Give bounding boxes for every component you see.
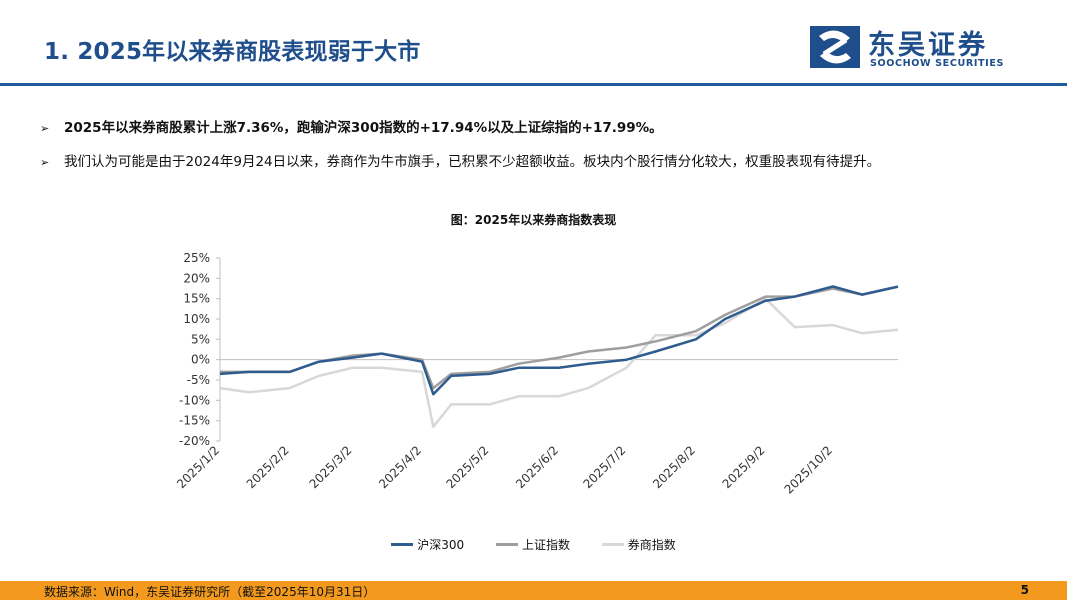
legend-label: 沪深300 (417, 538, 465, 552)
x-tick-label: 2025/8/2 (650, 443, 698, 491)
legend-label: 上证指数 (521, 538, 570, 552)
page-title: 1. 2025年以来券商股表现弱于大市 (44, 39, 421, 65)
series-line-1 (220, 285, 899, 390)
logo-cn-text: 东吴证券 (868, 30, 988, 61)
chart-title: 图：2025年以来券商指数表现 (450, 213, 617, 227)
legend-swatch (601, 543, 624, 546)
page-number: 5 (1020, 583, 1029, 597)
x-tick-label: 2025/6/2 (513, 443, 561, 491)
logo: 东吴证券 SOOCHOW SECURITIES (810, 24, 1010, 72)
x-tick-label: 2025/4/2 (376, 443, 424, 491)
legend-item-hs300: 沪深300 (391, 536, 464, 553)
series-line-2 (219, 297, 899, 429)
x-tick-label: 2025/1/2 (174, 443, 222, 491)
header-rule (0, 83, 1067, 86)
bullet-text-1: 2025年以来券商股累计上涨7.36%，跑输沪深300指数的+17.94%以及上… (64, 120, 663, 136)
x-tick-label: 2025/2/2 (244, 443, 292, 491)
bullet-text-2: 我们认为可能是由于2024年9月24日以来，券商作为牛市旗手，已积累不少超额收益… (64, 154, 881, 170)
logo-en-text: SOOCHOW SECURITIES (870, 58, 1004, 69)
y-tick-label: -5% (187, 373, 210, 387)
bullet-1: ➢ 2025年以来券商股累计上涨7.36%，跑输沪深300指数的+17.94%以及… (40, 116, 663, 136)
y-tick-label: 15% (183, 292, 210, 306)
arrow-bullet-icon: ➢ (40, 122, 50, 135)
arrow-bullet-icon: ➢ (40, 156, 50, 169)
line-chart: 25% 20% 15% 10% 5% 0% -5% -10% -15% -20% 2025/1/2… (174, 251, 899, 497)
x-tick-label: 2025/5/2 (444, 443, 492, 491)
series-line-0 (219, 285, 899, 396)
y-tick-label: 25% (183, 251, 210, 265)
y-tick-label: 5% (191, 332, 210, 346)
logo-mark-icon (810, 26, 860, 68)
y-tick-label: -10% (179, 393, 210, 407)
y-tick-label: 10% (183, 312, 210, 326)
legend: 沪深300 上证指数 券商指数 (0, 535, 1067, 553)
bullet-2: ➢ 我们认为可能是由于2024年9月24日以来，券商作为牛市旗手，已积累不少超额收… (40, 150, 880, 170)
series-lines (219, 285, 899, 429)
footer-source: 数据来源：Wind，东吴证券研究所（截至2025年10月31日） (44, 585, 376, 599)
y-tick-label: -20% (179, 434, 210, 448)
x-tick-label: 2025/10/2 (782, 443, 835, 496)
y-tick-label: 20% (183, 271, 210, 285)
y-tick-label: -15% (179, 414, 210, 428)
x-tick-label: 2025/9/2 (720, 443, 768, 491)
y-tick-label: 0% (191, 353, 210, 367)
x-tick-label: 2025/7/2 (580, 443, 628, 491)
footer-bar: 数据来源：Wind，东吴证券研究所（截至2025年10月31日） 5 (0, 581, 1067, 600)
x-axis: 2025/1/2 2025/2/2 2025/3/2 2025/4/2 2025/5/2… (174, 359, 898, 497)
legend-item-sse: 上证指数 (495, 536, 570, 553)
legend-item-broker: 券商指数 (601, 536, 676, 553)
legend-swatch (391, 543, 414, 546)
y-axis: 25% 20% 15% 10% 5% 0% -5% -10% -15% -20% (179, 251, 221, 448)
x-tick-label: 2025/3/2 (307, 443, 355, 491)
legend-swatch (495, 543, 518, 546)
legend-label: 券商指数 (627, 538, 676, 552)
